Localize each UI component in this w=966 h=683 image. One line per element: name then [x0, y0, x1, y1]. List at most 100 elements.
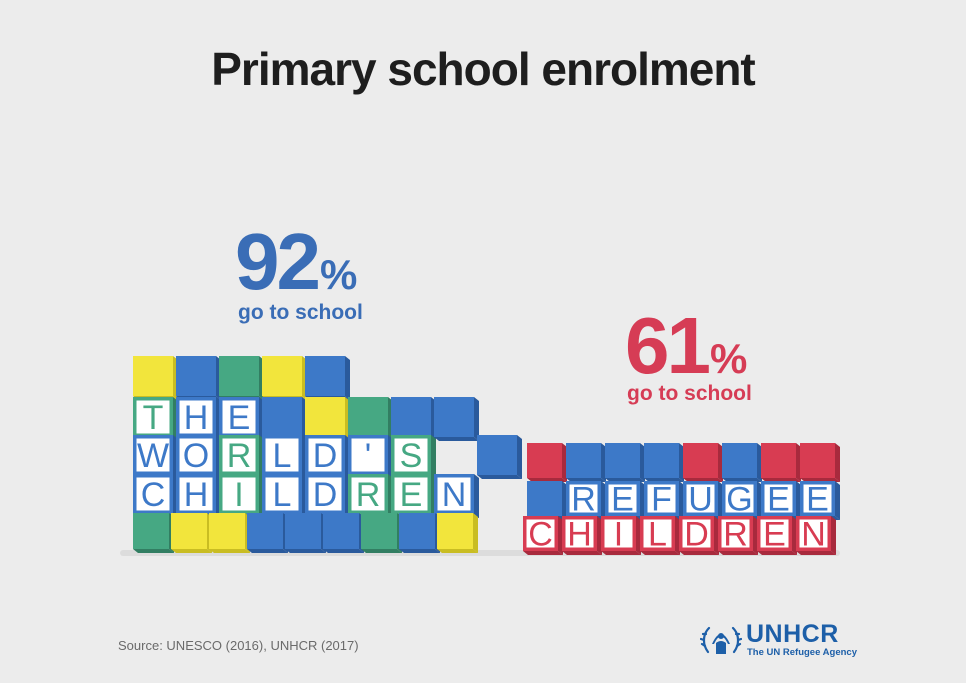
svg-text:I: I: [234, 476, 243, 514]
world-block: [399, 513, 440, 553]
svg-text:': ': [365, 437, 372, 475]
svg-text:E: E: [763, 516, 786, 554]
svg-text:H: H: [567, 516, 592, 554]
world-letter-block: S: [391, 435, 436, 479]
svg-text:F: F: [651, 481, 672, 519]
world-letter-block: H: [176, 474, 221, 518]
world-block: [133, 513, 174, 553]
svg-text:R: R: [723, 516, 748, 554]
svg-text:E: E: [611, 481, 634, 519]
refugee-block: [800, 443, 840, 482]
svg-text:N: N: [442, 476, 467, 514]
world-block: [305, 397, 350, 441]
svg-text:L: L: [273, 476, 292, 514]
refugee-block: [527, 443, 567, 482]
svg-text:D: D: [313, 437, 338, 475]
world-letter-block: L: [262, 474, 307, 518]
world-letter-block: O: [176, 435, 221, 479]
world-letter-block: C: [133, 474, 178, 518]
world-letter-block: I: [219, 474, 264, 518]
svg-text:T: T: [143, 399, 164, 437]
refugee-block: [605, 443, 645, 482]
world-letter-block: D: [305, 435, 350, 479]
svg-text:C: C: [528, 516, 553, 554]
svg-text:R: R: [227, 437, 252, 475]
world-letter-block: ': [348, 435, 393, 479]
world-block: [361, 513, 402, 553]
svg-text:W: W: [137, 437, 169, 475]
refugee-caption: go to school: [627, 382, 752, 405]
refugee-block: [644, 443, 684, 482]
world-block: [348, 397, 393, 441]
world-block: [247, 513, 288, 553]
world-letter-block: T: [133, 397, 178, 441]
refugee-letter-block: E: [757, 516, 797, 555]
refugee-letter-block: H: [562, 516, 602, 555]
world-block: [285, 513, 326, 553]
svg-text:L: L: [273, 437, 292, 475]
refugee-block: [722, 443, 762, 482]
refugee-letter-block: E: [605, 481, 645, 520]
logo-tagline: The UN Refugee Agency: [747, 647, 857, 658]
unhcr-logo: UNHCR The UN Refugee Agency: [700, 620, 860, 660]
svg-text:R: R: [571, 481, 596, 519]
svg-text:O: O: [183, 437, 209, 475]
svg-text:S: S: [400, 437, 423, 475]
refugee-letter-block: I: [601, 516, 641, 555]
refugee-letter-block: G: [722, 481, 762, 520]
source-note: Source: UNESCO (2016), UNHCR (2017): [118, 638, 359, 653]
svg-text:L: L: [648, 516, 667, 554]
svg-text:D: D: [313, 476, 338, 514]
refugee-block: [566, 443, 606, 482]
world-block: [176, 356, 221, 400]
world-block: [262, 356, 307, 400]
world-block: [434, 397, 479, 441]
world-block: [305, 356, 350, 400]
world-block: [391, 397, 436, 441]
refugee-letter-block: L: [640, 516, 680, 555]
svg-text:D: D: [684, 516, 709, 554]
world-letter-block: R: [219, 435, 264, 479]
svg-text:R: R: [356, 476, 381, 514]
world-letter-block: N: [434, 474, 479, 518]
svg-text:I: I: [614, 516, 623, 554]
svg-text:H: H: [184, 399, 209, 437]
world-letter-block: W: [133, 435, 178, 479]
world-block: [171, 513, 212, 553]
world-block: [209, 513, 250, 553]
refugee-letter-block: U: [683, 481, 723, 520]
svg-text:G: G: [726, 481, 752, 519]
world-letter-block: R: [348, 474, 393, 518]
refugee-letter-block: R: [718, 516, 758, 555]
world-letter-block: H: [176, 397, 221, 441]
svg-text:H: H: [184, 476, 209, 514]
world-block: [219, 356, 264, 400]
svg-text:C: C: [141, 476, 166, 514]
svg-text:U: U: [688, 481, 713, 519]
world-letter-block: E: [391, 474, 436, 518]
refugee-letter-block: F: [644, 481, 684, 520]
logo-name: UNHCR: [746, 620, 839, 648]
refugee-letter-block: R: [566, 481, 606, 520]
refugee-percentage: 61%: [625, 306, 747, 386]
refugee-letter-block: C: [523, 516, 563, 555]
world-block: [477, 435, 522, 479]
svg-text:E: E: [767, 481, 790, 519]
refugee-value: 61: [625, 301, 711, 390]
world-letter-block: D: [305, 474, 350, 518]
world-letter-block: E: [219, 397, 264, 441]
refugee-block: [527, 481, 567, 520]
world-caption: go to school: [238, 301, 363, 324]
svg-text:N: N: [801, 516, 826, 554]
svg-text:E: E: [400, 476, 423, 514]
world-block: [323, 513, 364, 553]
refugee-letter-block: D: [679, 516, 719, 555]
world-block: [262, 397, 307, 441]
svg-text:E: E: [806, 481, 829, 519]
refugee-block: [761, 443, 801, 482]
world-block: [437, 513, 478, 553]
world-percent-sign: %: [319, 251, 358, 298]
refugee-letter-block: N: [796, 516, 836, 555]
refugee-block: [683, 443, 723, 482]
